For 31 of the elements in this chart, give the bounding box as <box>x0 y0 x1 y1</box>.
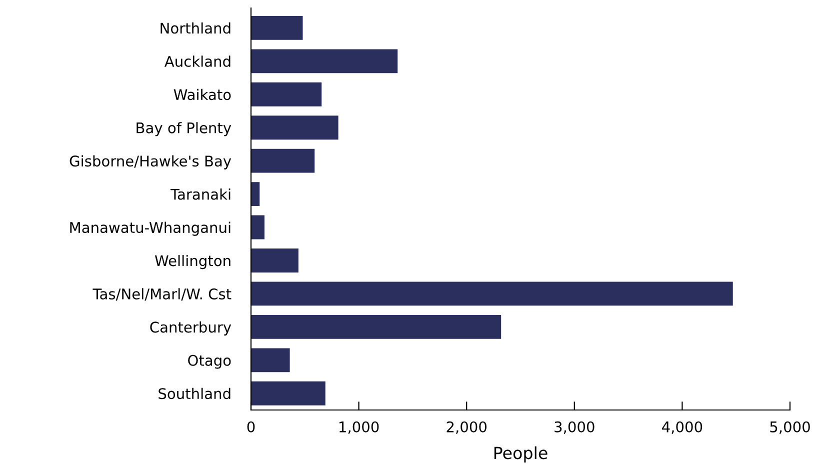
x-tick-label: 3,000 <box>554 421 594 434</box>
x-tick-label: 2,000 <box>446 421 487 434</box>
bar <box>251 49 398 74</box>
bar <box>251 16 303 40</box>
bar <box>251 381 326 406</box>
y-tick-label: Bay of Plenty <box>136 122 232 136</box>
bar <box>251 116 338 140</box>
x-tick-label: 0 <box>247 421 255 432</box>
y-tick-label: Southland <box>158 388 230 400</box>
y-tick-label: Canterbury <box>150 321 232 336</box>
y-tick-label: Northland <box>160 22 230 34</box>
bar <box>251 314 502 339</box>
x-axis-title: People <box>494 446 548 462</box>
y-tick-label: Otago <box>188 354 231 369</box>
x-tick-label: 4,000 <box>662 421 702 434</box>
bar <box>251 282 733 306</box>
y-tick-label: Gisborne/Hawke's Bay <box>70 155 232 170</box>
bar <box>251 182 260 206</box>
bar <box>251 348 290 372</box>
bar <box>251 215 264 240</box>
x-tick-label: 1,000 <box>340 421 379 434</box>
y-tick-label: Wellington <box>154 254 230 270</box>
y-tick-label: Taranaki <box>170 188 230 200</box>
bar <box>251 248 298 272</box>
bar <box>251 148 315 173</box>
y-tick-label: Tas/Nel/Marl/W. Cst <box>92 288 232 301</box>
y-tick-label: Auckland <box>164 56 230 67</box>
x-tick-label: 5,000 <box>770 421 810 434</box>
y-tick-label: Waikato <box>174 88 231 100</box>
bar <box>251 82 322 106</box>
y-tick-label: Manawatu-Whanganui <box>70 222 230 236</box>
